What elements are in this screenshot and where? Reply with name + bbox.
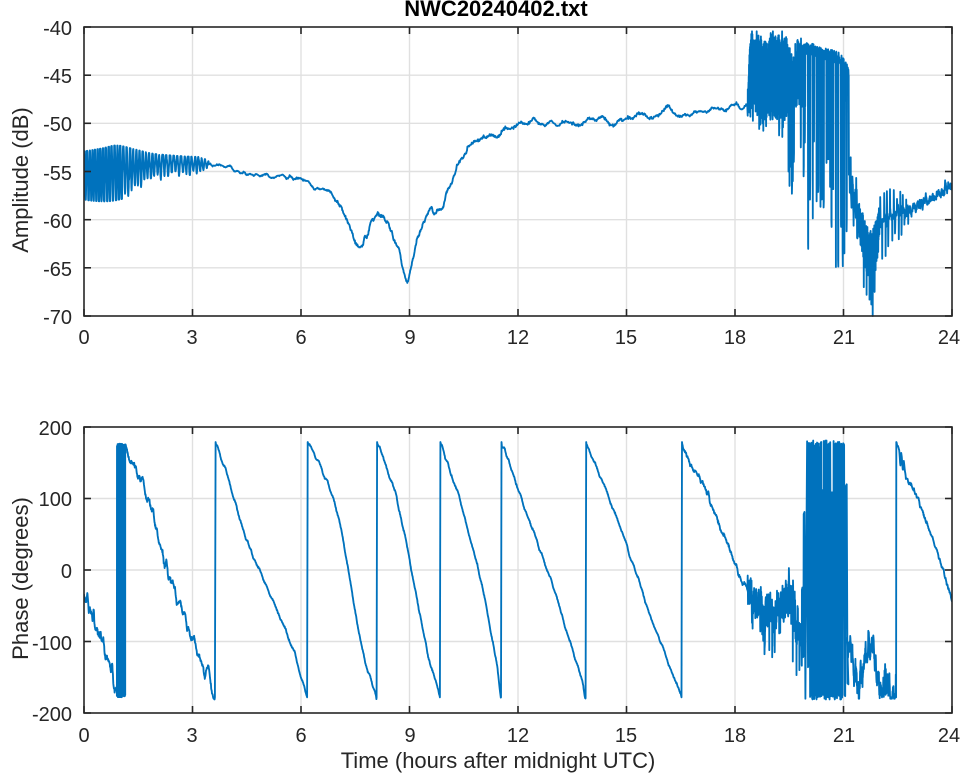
svg-text:Time (hours after midnight UTC: Time (hours after midnight UTC) [341,748,656,773]
svg-text:-100: -100 [32,633,72,655]
svg-text:0: 0 [78,725,89,747]
svg-text:18: 18 [724,327,746,349]
svg-text:24: 24 [938,327,960,349]
svg-text:3: 3 [186,725,197,747]
svg-text:12: 12 [507,327,529,349]
svg-text:200: 200 [39,418,72,440]
svg-text:-65: -65 [43,259,72,281]
svg-text:15: 15 [615,725,637,747]
svg-text:Amplitude (dB): Amplitude (dB) [8,107,33,253]
svg-text:-45: -45 [43,66,72,88]
svg-text:18: 18 [724,725,746,747]
svg-text:9: 9 [404,725,415,747]
svg-text:-60: -60 [43,211,72,233]
svg-text:-50: -50 [43,114,72,136]
svg-text:-40: -40 [43,18,72,40]
svg-text:-200: -200 [32,704,72,726]
svg-text:Phase (degrees): Phase (degrees) [8,497,33,660]
svg-text:9: 9 [404,327,415,349]
svg-text:21: 21 [833,725,855,747]
svg-text:6: 6 [295,725,306,747]
svg-text:0: 0 [78,327,89,349]
svg-text:100: 100 [39,489,72,511]
svg-text:21: 21 [833,327,855,349]
svg-text:3: 3 [186,327,197,349]
svg-text:15: 15 [615,327,637,349]
svg-text:-70: -70 [43,307,72,329]
svg-text:24: 24 [938,725,960,747]
svg-text:-55: -55 [43,163,72,185]
svg-text:12: 12 [507,725,529,747]
svg-text:0: 0 [61,561,72,583]
svg-text:6: 6 [295,327,306,349]
svg-text:NWC20240402.txt: NWC20240402.txt [404,0,588,21]
